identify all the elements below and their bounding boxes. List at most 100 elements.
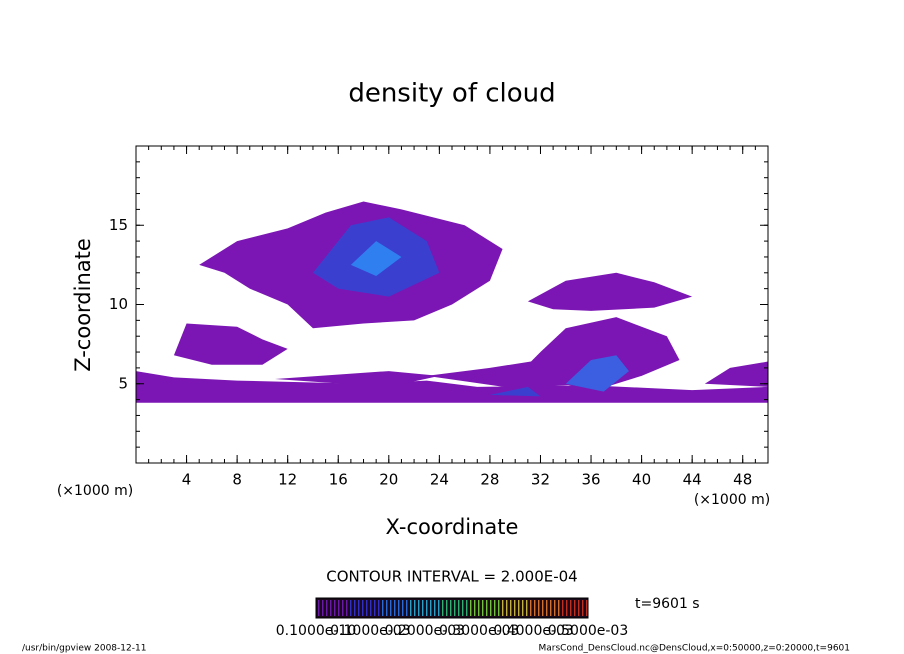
colorbar-stripe [442,600,444,616]
colorbar-stripe [518,600,520,616]
colorbar-stripe [382,600,384,616]
x-tick-label: 12 [278,471,297,489]
colorbar-stripe [542,600,544,616]
x-tick-label: 24 [430,471,449,489]
colorbar-stripe [430,600,432,616]
x-tick-label: 20 [379,471,398,489]
colorbar-stripe [346,600,348,616]
x-tick-label: 16 [329,471,348,489]
colorbar-stripe [558,600,560,616]
colorbar-stripe [486,600,488,616]
colorbar-stripe [522,600,524,616]
colorbar-label: 0.1000e-03 [330,623,410,639]
colorbar-stripe [326,600,328,616]
colorbar-stripe [510,600,512,616]
colorbar-stripe [450,600,452,616]
colorbar-stripe [342,600,344,616]
colorbar-stripe [526,600,528,616]
colorbar-stripe [562,600,564,616]
colorbar-stripe [534,600,536,616]
colorbar-stripe [390,600,392,616]
colorbar-stripe [322,600,324,616]
colorbar-stripe [470,600,472,616]
colorbar-stripe [318,600,320,616]
colorbar-stripe [582,600,584,616]
colorbar-bg [316,598,588,618]
colorbar-stripe [466,600,468,616]
x-axis-label: X-coordinate [386,515,519,539]
colorbar-stripe [434,600,436,616]
colorbar-stripe [458,600,460,616]
y-axis-label: Z-coordinate [71,238,95,372]
colorbar-stripe [570,600,572,616]
colorbar-stripe [422,600,424,616]
colorbar-stripe [438,600,440,616]
y-unit: (×1000 m) [57,483,133,499]
colorbar-label: 0.3000e-03 [439,623,519,639]
colorbar-stripe [358,600,360,616]
colorbar-stripe [574,600,576,616]
colorbar-stripe [414,600,416,616]
colorbar [315,597,589,619]
y-tick-label: 10 [109,295,128,313]
x-tick-label: 44 [683,471,702,489]
colorbar-label: 0.1000e-10 [276,623,356,639]
colorbar-label: 0.2000e-03 [385,623,465,639]
colorbar-stripe [418,600,420,616]
colorbar-stripe [350,600,352,616]
cloud-region [565,355,629,392]
colorbar-stripe [402,600,404,616]
colorbar-stripe [378,600,380,616]
colorbar-frame [315,597,589,619]
colorbar-stripe [426,600,428,616]
cloud-region [350,241,402,276]
colorbar-stripe [498,600,500,616]
colorbar-stripe [398,600,400,616]
x-unit: (×1000 m) [694,492,770,508]
chart-title: density of cloud [348,79,555,109]
colorbar-stripe [514,600,516,616]
colorbar-stripe [446,600,448,616]
cloud-region [704,361,768,387]
colorbar-stripe [454,600,456,616]
colorbar-stripe [490,600,492,616]
colorbar-stripe [494,600,496,616]
cloud-region [136,371,768,403]
y-tick-label: 5 [118,374,128,392]
cloud-field [136,201,768,403]
x-tick-label: 28 [480,471,499,489]
colorbar-stripe [370,600,372,616]
y-tick-label: 15 [109,216,128,234]
colorbar-stripe [506,600,508,616]
colorbar-stripe [554,600,556,616]
cloud-region [527,272,693,311]
colorbar-stripe [330,600,332,616]
colorbar-stripe [482,600,484,616]
x-tick-label: 36 [581,471,600,489]
colorbar-stripe [502,600,504,616]
colorbar-stripe [530,600,532,616]
contour-interval: CONTOUR INTERVAL = 2.000E-04 [326,568,577,586]
colorbar-stripe [546,600,548,616]
x-tick-label: 32 [531,471,550,489]
x-tick-label: 4 [182,471,192,489]
footer-left: /usr/bin/gpview 2008-12-11 [22,644,146,654]
colorbar-stripe [586,600,588,616]
footer-right: MarsCond_DensCloud.nc@DensCloud,x=0:5000… [539,644,851,654]
colorbar-stripe [550,600,552,616]
colorbar-stripe [366,600,368,616]
colorbar-stripe [566,600,568,616]
colorbar-stripe [394,600,396,616]
colorbar-stripe [462,600,464,616]
cloud-region [275,371,440,387]
colorbar-stripe [578,600,580,616]
colorbar-stripe [406,600,408,616]
time-label: t=9601 s [635,596,700,612]
colorbar-label: 0.4000e-03 [493,623,573,639]
colorbar-stripe [538,600,540,616]
colorbar-stripe [478,600,480,616]
colorbar-stripe [386,600,388,616]
colorbar-stripe [362,600,364,616]
colorbar-stripe [374,600,376,616]
